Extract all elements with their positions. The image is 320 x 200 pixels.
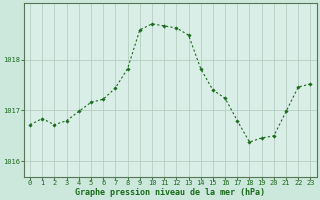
- X-axis label: Graphe pression niveau de la mer (hPa): Graphe pression niveau de la mer (hPa): [75, 188, 265, 197]
